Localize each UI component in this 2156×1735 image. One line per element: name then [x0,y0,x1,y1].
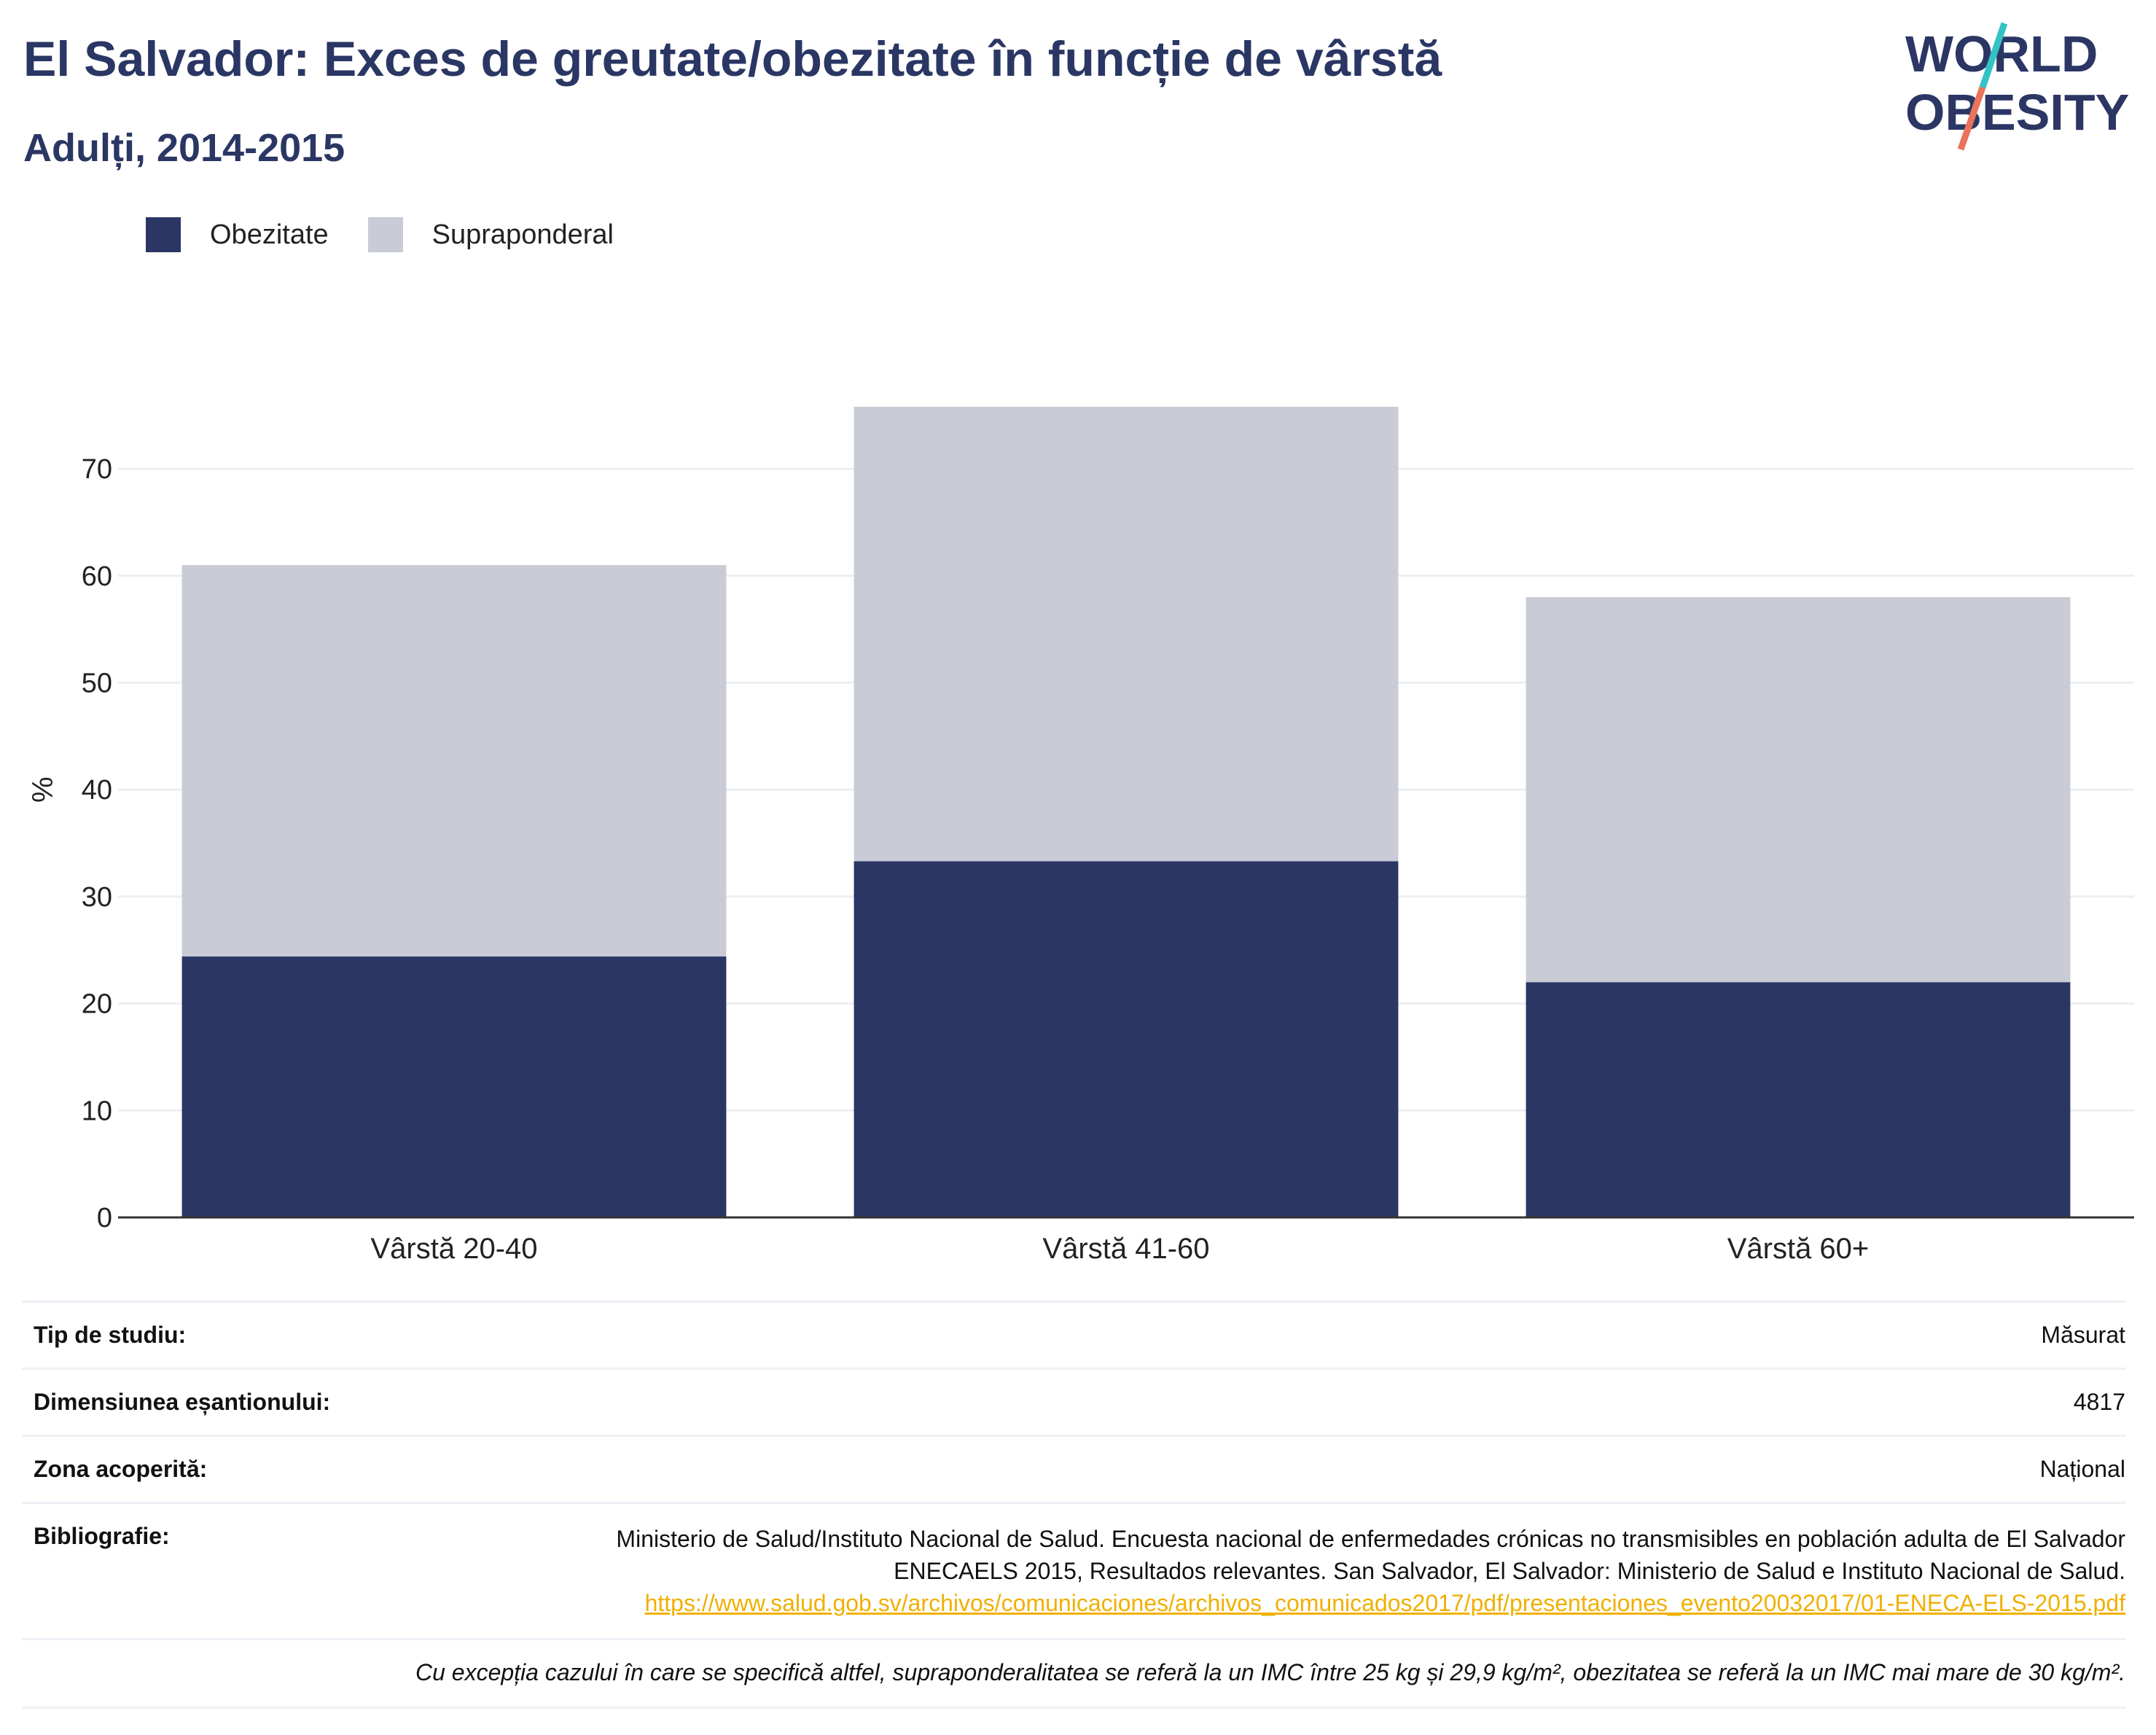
bibliography-value: Ministerio de Salud/Instituto Nacional d… [595,1523,2125,1619]
x-tick-label-0: Vârstă 20-40 [370,1233,537,1265]
chart-subtitle: Adulți, 2014-2015 [23,126,345,170]
definition-note: Cu excepția cazului în care se specifică… [22,1638,2125,1709]
y-tick-label-10: 10 [82,1096,112,1126]
sample-size-value: 4817 [2073,1389,2125,1415]
area-label: Zona acoperită: [34,1456,208,1482]
y-tick-label-0: 0 [97,1203,112,1233]
bar-overweight-1 [854,407,1399,862]
y-tick-label-40: 40 [82,775,112,806]
world-obesity-logo: WORLD OBESITY [1905,22,2129,151]
legend-item-overweight[interactable]: Supraponderal [367,217,614,252]
legend-swatch-obesity [146,217,181,252]
info-row-sample-size: Dimensiunea eșantionului: 4817 [22,1368,2125,1435]
area-value: Național [2039,1456,2125,1482]
info-row-area: Zona acoperită: Național [22,1435,2125,1502]
sample-size-label: Dimensiunea eșantionului: [34,1389,331,1415]
stacked-bar-chart: 0 10 20 30 40 50 60 70% Vârstă 20-40 Vârstă 41-60… [27,407,2134,1265]
bar-obesity-1 [854,861,1399,1217]
bar-obesity-2 [1526,982,2071,1217]
bar-overweight-0 [181,565,727,957]
bibliography-link[interactable]: https://www.salud.gob.sv/archivos/comuni… [644,1590,2125,1616]
y-axis-title: % [27,776,59,803]
legend-label-obesity: Obezitate [210,219,329,250]
x-tick-label-1: Vârstă 41-60 [1042,1233,1209,1265]
info-table: Tip de studiu: Măsurat Dimensiunea eșant… [22,1301,2125,1709]
y-tick-label-60: 60 [82,561,112,592]
bar-obesity-0 [181,956,727,1217]
info-row-study-type: Tip de studiu: Măsurat [22,1301,2125,1368]
y-tick-label-30: 30 [82,882,112,913]
bibliography-text: Ministerio de Salud/Instituto Nacional d… [616,1526,2125,1584]
chart-title: El Salvador: Exces de greutate/obezitate… [23,31,1442,87]
study-type-value: Măsurat [2041,1322,2125,1348]
logo-line-2: OBESITY [1905,84,2129,141]
legend-swatch-overweight [367,217,403,252]
y-tick-label-20: 20 [82,989,112,1020]
bar-overweight-2 [1526,597,2071,983]
legend-label-overweight: Supraponderal [431,219,614,250]
logo-slash-coral [1957,86,1986,151]
x-tick-label-2: Vârstă 60+ [1727,1233,1870,1265]
y-tick-label-50: 50 [82,668,112,699]
info-row-bibliography: Bibliografie: Ministerio de Salud/Instit… [22,1502,2125,1638]
legend-item-obesity[interactable]: Obezitate [146,217,329,252]
logo-slash-teal [1979,22,2008,89]
y-tick-label-70: 70 [82,454,112,485]
bibliography-label: Bibliografie: [34,1523,170,1549]
study-type-label: Tip de studiu: [34,1322,187,1348]
chart-legend: Obezitate Supraponderal [146,217,653,252]
